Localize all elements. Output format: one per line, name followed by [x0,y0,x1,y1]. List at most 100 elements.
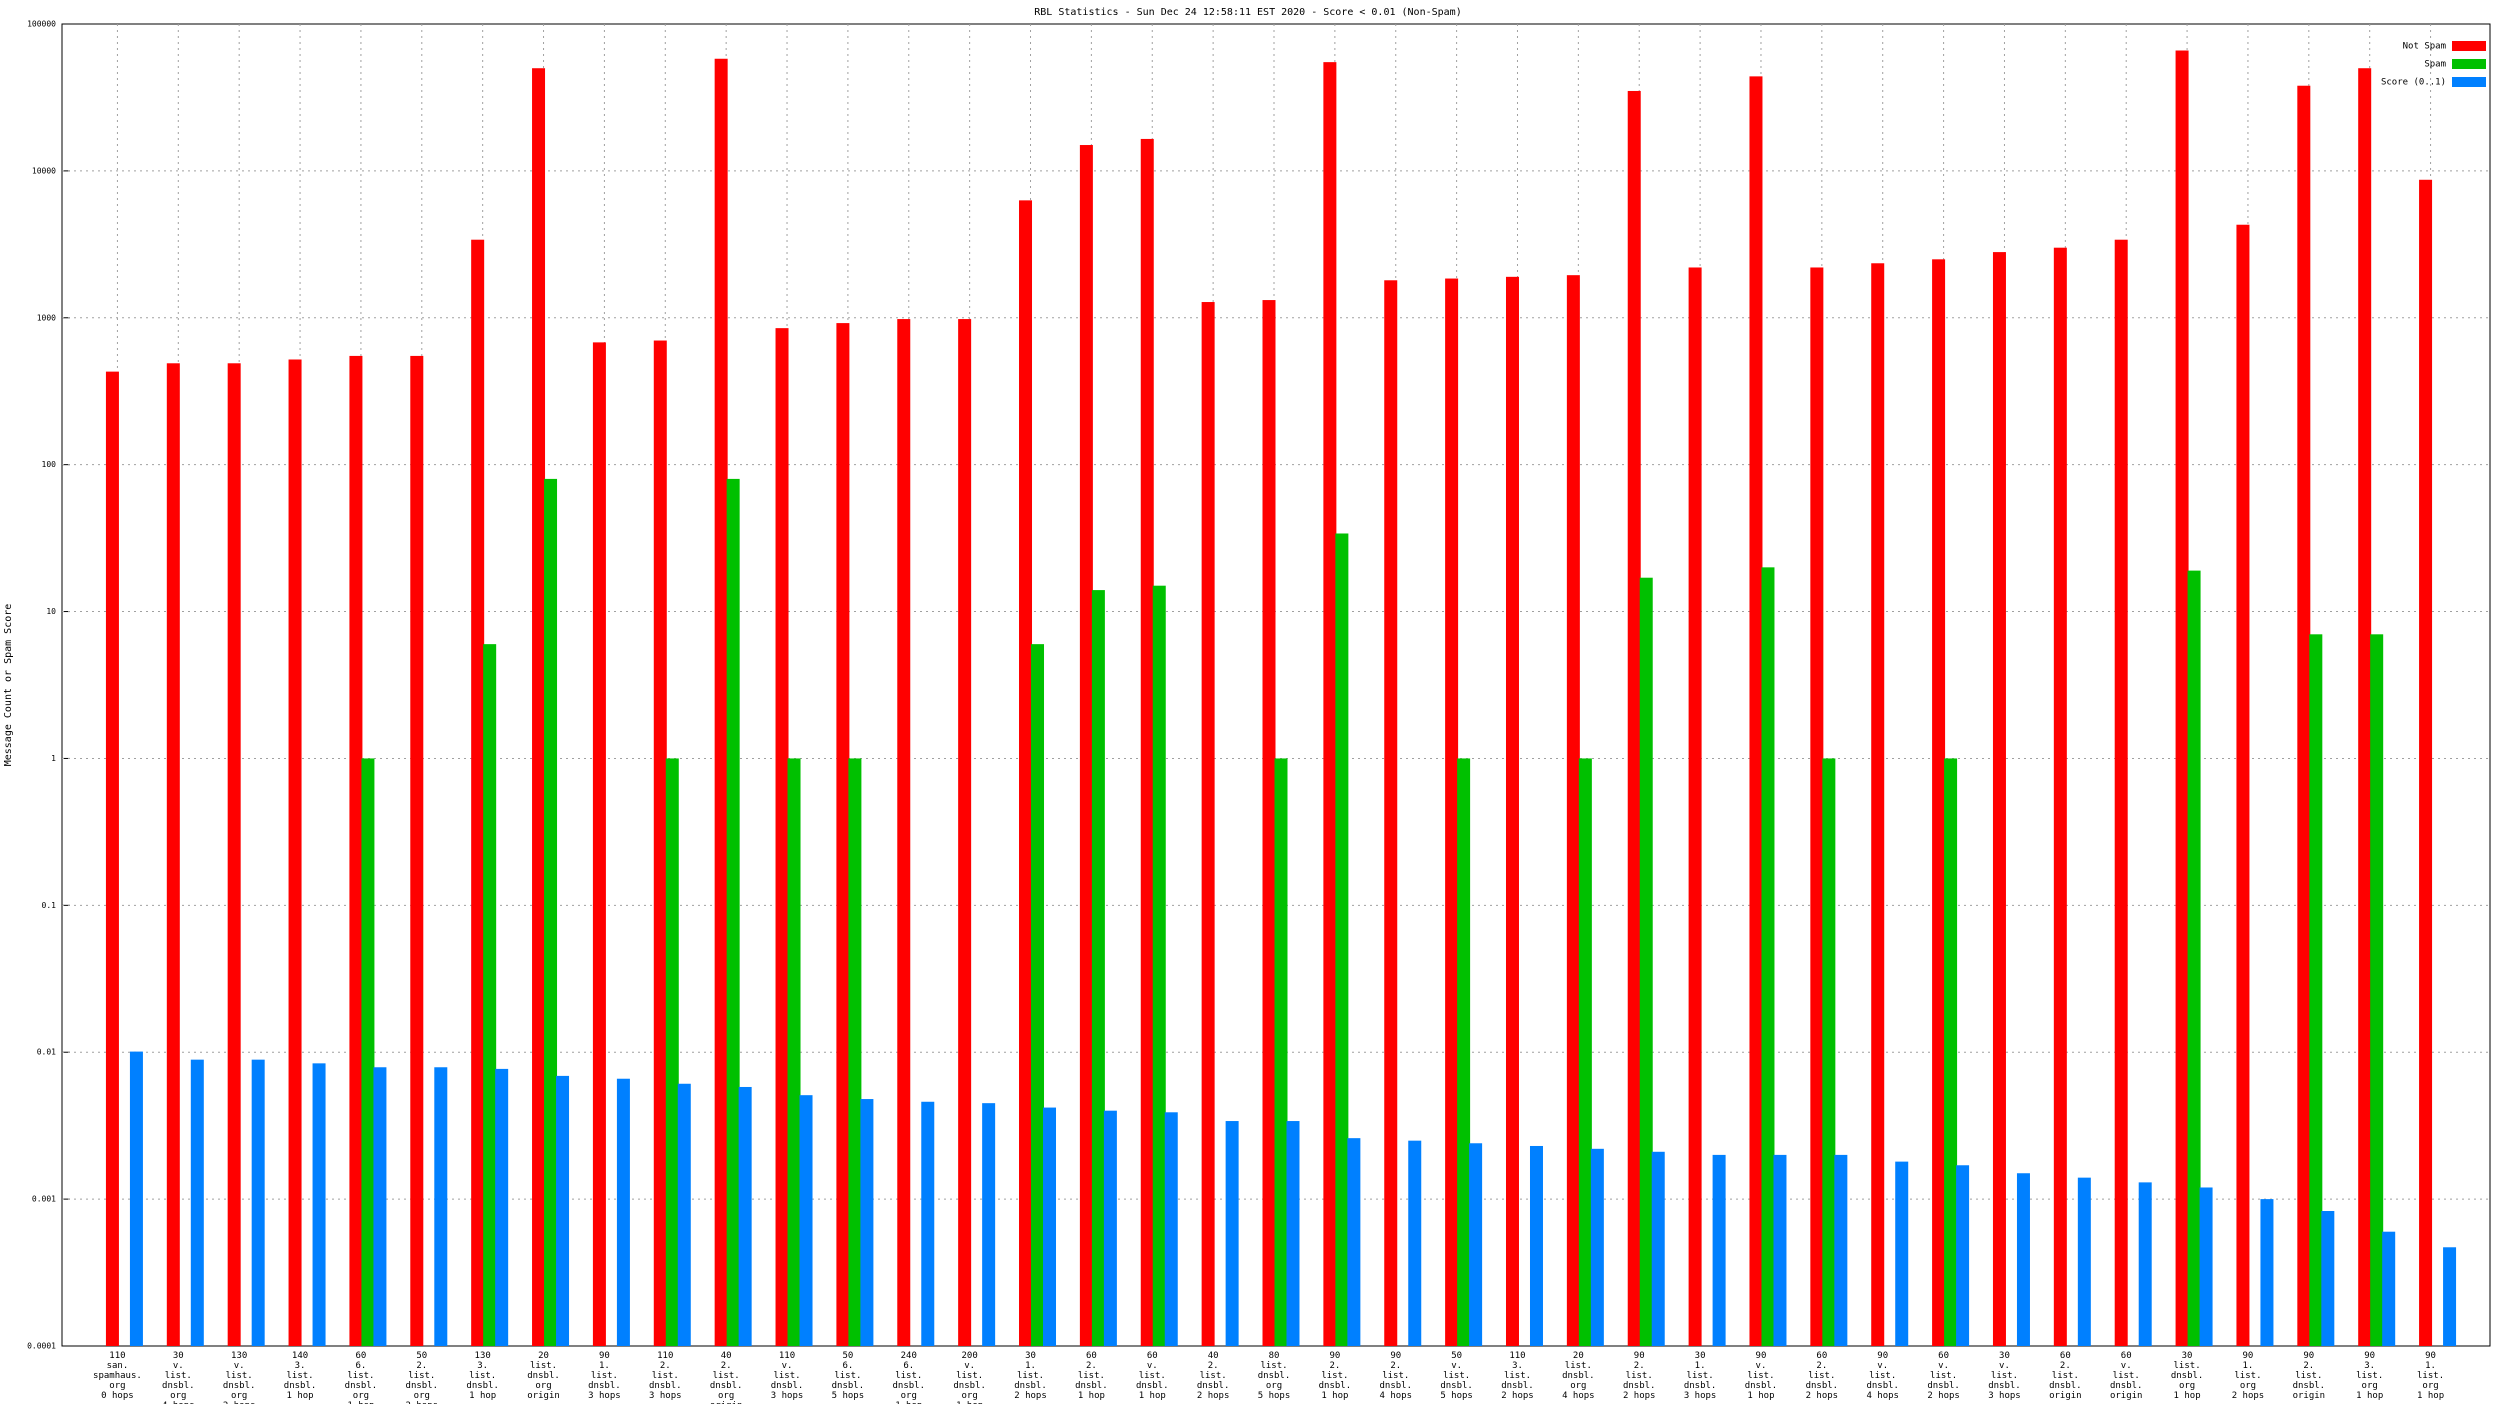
bar [1834,1154,1848,1346]
x-tick-label-line: 90 [1390,1351,1401,1361]
bar [2309,634,2323,1346]
y-tick-label: 100 [42,460,57,469]
x-tick-label-line: list. [1869,1371,1896,1381]
x-tick-label-line: v. [782,1361,793,1371]
x-tick-label-line: v. [1938,1361,1949,1371]
x-tick-label-line: 2. [1390,1361,1401,1371]
x-tick-label-line: v. [2121,1361,2132,1371]
bar [312,1063,326,1346]
x-tick-label-line: spamhaus. [93,1371,142,1381]
x-tick-label: 110 3. list. dnsbl. 2 hops [1501,1351,1534,1401]
x-tick-label-line: 110 [1509,1351,1525,1361]
x-tick-label-line: dnsbl. [466,1381,499,1391]
x-tick-label-line: list. [2174,1361,2201,1371]
x-tick-label-line: 1. [1695,1361,1706,1371]
x-tick-label-line: 2. [1086,1361,1097,1371]
bar [2297,85,2311,1347]
x-tick-label-line: 2 hops [1927,1391,1960,1401]
y-tick-label: 0.1 [42,901,57,910]
chart-title: RBL Statistics - Sun Dec 24 12:58:11 EST… [1034,7,1461,18]
x-tick-label-line: v. [1147,1361,1158,1371]
bar [2260,1199,2274,1346]
x-tick-label-line: 2. [1208,1361,1219,1371]
bar [1773,1154,1787,1346]
bar [1043,1107,1057,1346]
x-tick-label-line: 130 [231,1351,247,1361]
x-tick-label-line: v. [173,1361,184,1371]
bar [1164,1112,1178,1346]
x-tick-label: 30 list. dnsbl. org 1 hop [2171,1351,2204,1401]
x-tick-label: 90 1. list. org 2 hops [2232,1351,2265,1401]
x-tick-label-line: 2. [660,1361,671,1371]
bar [2175,50,2189,1347]
x-tick-label-line: 30 [1025,1351,1036,1361]
bar [1992,252,2006,1347]
bar [2321,1210,2335,1346]
x-tick-label-line: san. [107,1361,129,1371]
x-tick-label-line: 1 hop [1747,1391,1774,1401]
bar [897,319,911,1347]
x-tick-label: 30 1. list. dnsbl. 2 hops [1014,1351,1047,1401]
x-tick-label-line: 2. [721,1361,732,1371]
x-tick-label: 90 2. list. dnsbl. 1 hop [1319,1351,1352,1401]
x-tick-label-line: dnsbl. [1014,1381,1047,1391]
legend-swatch [2452,77,2486,87]
x-tick-label-line: v. [1756,1361,1767,1371]
bar [1688,267,1702,1346]
x-tick-label-line: list. [1930,1371,1957,1381]
x-tick-label-line: dnsbl. [1440,1381,1473,1391]
x-tick-label: 20 list. dnsbl. org origin [527,1351,560,1401]
x-tick-label-line: dnsbl. [162,1381,195,1391]
x-tick-label-line: 90 [2243,1351,2254,1361]
bar [251,1059,265,1346]
x-tick-label-line: origin [2110,1391,2143,1401]
x-tick-label: 140 3. list. dnsbl. 1 hop [284,1351,317,1401]
x-tick-label-line: dnsbl. [1684,1381,1717,1391]
bar [434,1067,448,1346]
x-tick-label-line: dnsbl. [527,1371,560,1381]
x-tick-label-line: 30 [1999,1351,2010,1361]
bar [1103,1110,1117,1346]
bar [1810,267,1824,1346]
x-tick-label-line: list. [956,1371,983,1381]
x-tick-label-line: 3 hops [649,1391,682,1401]
x-tick-label-line: 1. [2425,1361,2436,1371]
x-tick-label-line: 2 hops [1014,1391,1047,1401]
x-tick-label-line: 20 [538,1351,549,1361]
x-tick-label: 90 v. list. dnsbl. 4 hops [1866,1351,1899,1401]
x-tick-label-line: 6. [903,1361,914,1371]
x-tick-label-line: 2. [1329,1361,1340,1371]
bar [1932,259,1946,1346]
bar [726,478,740,1346]
x-tick-label-line: 2 hops [2232,1391,2265,1401]
x-tick-label-line: list. [408,1371,435,1381]
bar [373,1067,387,1346]
x-tick-label-line: origin [527,1391,560,1401]
x-tick-label-line: list. [591,1371,618,1381]
x-tick-label-line: v. [964,1361,975,1371]
x-tick-label-line: list. [530,1361,557,1371]
bar [860,1099,874,1346]
bar [1639,577,1653,1346]
x-tick-label: 50 v. list. dnsbl. 5 hops [1440,1351,1473,1401]
bar [1944,758,1958,1346]
x-tick-label: 90 2. list. dnsbl. 4 hops [1379,1351,1412,1401]
x-tick-label-line: 4 hops [1866,1391,1899,1401]
bar [1651,1151,1665,1346]
bar [1031,644,1045,1346]
bar [1895,1161,1909,1346]
x-tick-label-line: org [718,1391,734,1401]
x-tick-label: 90 1. list. dnsbl. 3 hops [588,1351,621,1401]
x-tick-label-line: 90 [2425,1351,2436,1361]
x-tick-label-line: dnsbl. [2049,1381,2082,1391]
bar [1566,275,1580,1346]
y-tick-label: 1 [51,754,56,763]
x-tick-label: 90 1. list. org 1 hop [2417,1351,2444,1401]
legend-label: Not Spam [2403,42,2446,52]
x-tick-label-line: 60 [1086,1351,1097,1361]
x-tick-label: 30 1. list. dnsbl. 3 hops [1684,1351,1717,1401]
x-tick-label-line: dnsbl. [1075,1381,1108,1391]
x-tick-label: 110 v. list. dnsbl. 3 hops [771,1351,804,1401]
